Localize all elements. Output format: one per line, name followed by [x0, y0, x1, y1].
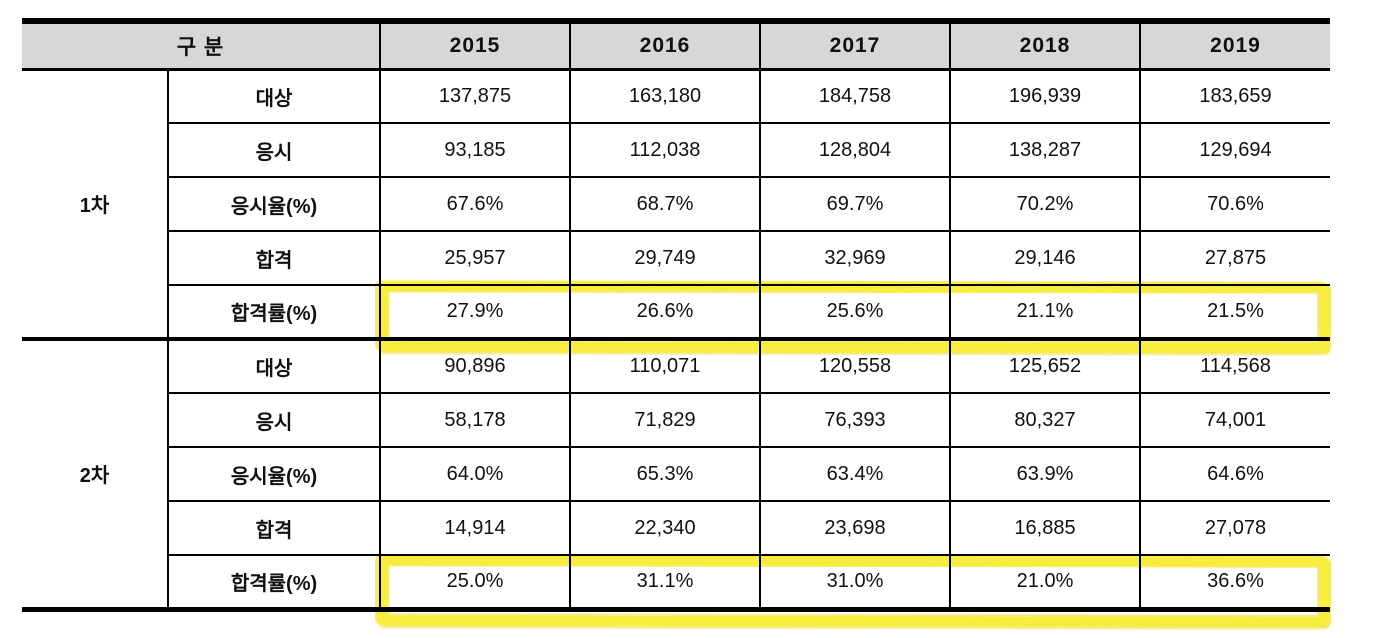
table-cell: 25.6% — [759, 284, 951, 340]
table-cell: 90,896 — [379, 337, 571, 394]
row-label: 합격 — [167, 500, 381, 556]
table-cell: 184,758 — [759, 68, 951, 124]
table-row-highlighted: 합격률(%) 27.9% 26.6% 25.6% 21.1% 21.5% — [22, 284, 1330, 340]
table-cell: 70.2% — [949, 176, 1141, 232]
table-cell: 110,071 — [569, 337, 761, 394]
row-label: 합격 — [167, 230, 381, 286]
table-cell: 65.3% — [569, 446, 761, 502]
table-cell: 74,001 — [1139, 392, 1330, 448]
table-cell: 67.6% — [379, 176, 571, 232]
table-cell: 16,885 — [949, 500, 1141, 556]
table-cell: 29,146 — [949, 230, 1141, 286]
table-cell: 183,659 — [1139, 68, 1330, 124]
year-header-2015: 2015 — [379, 20, 571, 71]
row-label: 대상 — [167, 337, 381, 394]
table-cell: 63.9% — [949, 446, 1141, 502]
table-cell: 31.1% — [569, 554, 761, 610]
table-cell: 29,749 — [569, 230, 761, 286]
table-cell: 27,875 — [1139, 230, 1330, 286]
table-cell: 27,078 — [1139, 500, 1330, 556]
table-cell: 128,804 — [759, 122, 951, 178]
table-row: 응시율(%) 67.6% 68.7% 69.7% 70.2% 70.6% — [22, 176, 1330, 232]
table-row: 1차 대상 137,875 163,180 184,758 196,939 18… — [22, 68, 1330, 340]
year-header-2018: 2018 — [949, 20, 1141, 71]
table-cell: 69.7% — [759, 176, 951, 232]
table-cell: 32,969 — [759, 230, 951, 286]
table-cell: 21.1% — [949, 284, 1141, 340]
table-cell: 36.6% — [1139, 554, 1330, 610]
table-cell: 125,652 — [949, 337, 1141, 394]
row-label: 응시 — [167, 122, 381, 178]
table-cell: 71,829 — [569, 392, 761, 448]
table-cell: 21.5% — [1139, 284, 1330, 340]
table-cell: 76,393 — [759, 392, 951, 448]
year-header-2016: 2016 — [569, 20, 761, 71]
table-cell: 21.0% — [949, 554, 1141, 610]
table-row: 합격 14,914 22,340 23,698 16,885 27,078 — [22, 500, 1330, 556]
section-label-1cha: 1차 — [22, 68, 169, 340]
table-cell: 93,185 — [379, 122, 571, 178]
table-row: 합격 25,957 29,749 32,969 29,146 27,875 — [22, 230, 1330, 286]
table-row: 응시율(%) 64.0% 65.3% 63.4% 63.9% 64.6% — [22, 446, 1330, 502]
row-label: 응시 — [167, 392, 381, 448]
table-cell: 27.9% — [379, 284, 571, 340]
table-cell: 64.0% — [379, 446, 571, 502]
table-row-highlighted: 합격률(%) 25.0% 31.1% 31.0% 21.0% 36.6% — [22, 554, 1330, 610]
table-cell: 112,038 — [569, 122, 761, 178]
header-row: 구 분 2015 2016 2017 2018 2019 — [22, 20, 1330, 71]
table-row: 2차 대상 90,896 110,071 120,558 125,652 114… — [22, 337, 1330, 610]
table-cell: 26.6% — [569, 284, 761, 340]
table-row: 응시 93,185 112,038 128,804 138,287 129,69… — [22, 122, 1330, 178]
table-cell: 63.4% — [759, 446, 951, 502]
row-label: 응시율(%) — [167, 176, 381, 232]
table-cell: 80,327 — [949, 392, 1141, 448]
table-cell: 58,178 — [379, 392, 571, 448]
exam-stats-table: 구 분 2015 2016 2017 2018 2019 1차 대상 137,8… — [22, 18, 1330, 612]
row-label: 응시율(%) — [167, 446, 381, 502]
table-cell: 138,287 — [949, 122, 1141, 178]
table-cell: 68.7% — [569, 176, 761, 232]
row-label: 합격률(%) — [167, 554, 381, 610]
table-cell: 196,939 — [949, 68, 1141, 124]
table-cell: 64.6% — [1139, 446, 1330, 502]
row-label: 합격률(%) — [167, 284, 381, 340]
header-group-cell: 구 분 — [22, 20, 381, 71]
table-cell: 120,558 — [759, 337, 951, 394]
year-header-2017: 2017 — [759, 20, 951, 71]
year-header-2019: 2019 — [1139, 20, 1330, 71]
table-cell: 22,340 — [569, 500, 761, 556]
table-cell: 31.0% — [759, 554, 951, 610]
table-cell: 25,957 — [379, 230, 571, 286]
table-cell: 114,568 — [1139, 337, 1330, 394]
table-cell: 137,875 — [379, 68, 571, 124]
table-cell: 163,180 — [569, 68, 761, 124]
table-cell: 25.0% — [379, 554, 571, 610]
table-cell: 23,698 — [759, 500, 951, 556]
table-cell: 70.6% — [1139, 176, 1330, 232]
table-cell: 14,914 — [379, 500, 571, 556]
row-label: 대상 — [167, 68, 381, 124]
section-label-2cha: 2차 — [22, 337, 169, 610]
table-cell: 129,694 — [1139, 122, 1330, 178]
table-row: 응시 58,178 71,829 76,393 80,327 74,001 — [22, 392, 1330, 448]
